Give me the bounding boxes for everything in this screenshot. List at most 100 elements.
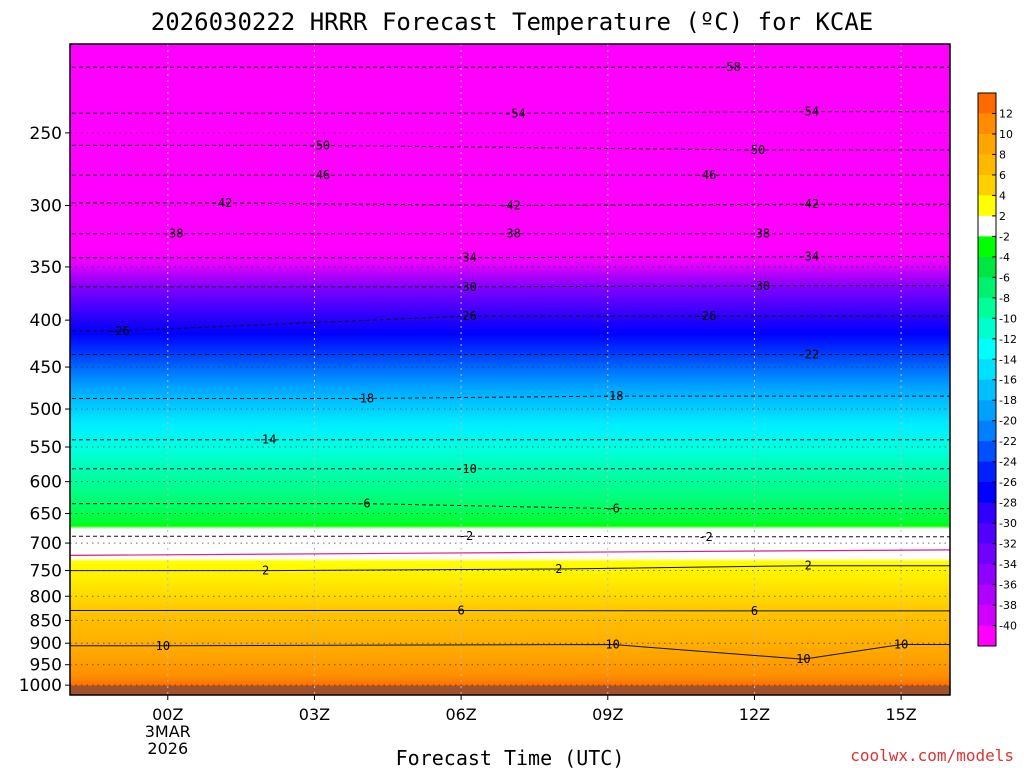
- contour-line: [70, 395, 950, 399]
- contour-label: -22: [797, 347, 819, 361]
- contour-label: 10: [605, 638, 619, 652]
- colorbar-swatch: [978, 420, 996, 442]
- y-tick-label: 250: [30, 124, 62, 144]
- colorbar-swatch: [978, 195, 996, 217]
- contour-label: -38: [748, 227, 770, 241]
- colorbar-swatch: [978, 584, 996, 606]
- plot-field: [70, 44, 950, 695]
- contour-line: [70, 535, 950, 538]
- contour-label: -42: [211, 196, 233, 210]
- contour-label: -34: [455, 251, 477, 265]
- colorbar-swatch: [978, 297, 996, 319]
- contour-label: -2: [459, 529, 473, 543]
- temperature-field: [70, 44, 950, 695]
- colorbar-label: -20: [999, 415, 1017, 428]
- contour-label: -38: [162, 227, 184, 241]
- contour-label: -6: [356, 497, 370, 511]
- colorbar-label: -8: [999, 292, 1010, 305]
- colorbar-label: -28: [999, 497, 1017, 510]
- x-tick-label: 09Z: [592, 705, 623, 724]
- colorbar-swatch: [978, 133, 996, 155]
- colorbar-swatch: [978, 236, 996, 258]
- colorbar: 12 10 8 6 4 2 -2 -4 -6 -8 -10 -12 -14 -16 -18 -20 -22 -24…: [977, 92, 1017, 647]
- contour-label: 10: [894, 638, 908, 652]
- colorbar-swatch: [978, 113, 996, 135]
- contour-line: [70, 202, 950, 207]
- contour-label: -50: [308, 138, 330, 152]
- contour-label: -10: [455, 462, 477, 476]
- contour-label: 2: [805, 559, 812, 573]
- colorbar-label: -34: [999, 558, 1017, 571]
- colorbar-label: 6: [999, 169, 1006, 182]
- colorbar-swatch: [978, 605, 996, 627]
- contour-label: 6: [751, 604, 758, 618]
- contour-line: [70, 565, 950, 572]
- y-tick-label: 750: [30, 562, 62, 582]
- colorbar-swatch: [978, 379, 996, 401]
- contour-label: 2: [262, 564, 269, 578]
- colorbar-label: -12: [999, 333, 1017, 346]
- colorbar-label: -14: [999, 353, 1017, 366]
- y-tick-label: 850: [30, 611, 62, 631]
- colorbar-swatch: [978, 482, 996, 504]
- colorbar-label: 12: [999, 107, 1013, 120]
- colorbar-swatch: [978, 400, 996, 422]
- y-tick-label: 950: [30, 656, 62, 676]
- source-credit: coolwx.com/models: [850, 746, 1014, 765]
- colorbar-label: -38: [999, 599, 1017, 612]
- contour-label: -54: [504, 106, 526, 120]
- contour-line: [70, 144, 950, 151]
- contour-line: [70, 643, 950, 660]
- x-tick-date: 2026: [147, 739, 188, 758]
- contour-label: -30: [455, 280, 477, 294]
- colorbar-label: -30: [999, 517, 1017, 530]
- contour-label: 2: [555, 562, 562, 576]
- colorbar-swatch: [978, 154, 996, 176]
- colorbar-label: 2: [999, 210, 1006, 223]
- colorbar-swatch: [978, 338, 996, 360]
- y-tick-label: 350: [30, 258, 62, 278]
- contour-label: -18: [352, 392, 374, 406]
- colorbar-label: 4: [999, 189, 1006, 202]
- contour-labels: -58 -54 -54 -50 -50 -46 -46 -42 -42 -42 -38 -38 -38 -…: [108, 60, 908, 666]
- contour-label: -6: [605, 502, 619, 516]
- y-tick-label: 600: [30, 473, 62, 493]
- y-axis: 250 300 350 400 450 500 550 600 650 700 750 800 850 9…: [19, 124, 70, 696]
- colorbar-swatch: [978, 543, 996, 565]
- colorbar-label: -18: [999, 394, 1017, 407]
- y-tick-label: 300: [30, 197, 62, 217]
- contour-label: -26: [108, 324, 130, 338]
- contour-label: -46: [695, 168, 717, 182]
- colorbar-frame: [977, 92, 997, 647]
- contour-label: -50: [744, 143, 766, 157]
- colorbar-swatch: [978, 564, 996, 586]
- colorbar-label: -22: [999, 435, 1017, 448]
- contour-line: [70, 315, 950, 332]
- y-tick-label: 400: [30, 311, 62, 331]
- y-tick-label: 550: [30, 438, 62, 458]
- x-tick-label: 15Z: [885, 705, 916, 724]
- colorbar-swatch: [978, 277, 996, 299]
- contour-label: -34: [797, 250, 819, 264]
- contour-label: 10: [156, 639, 170, 653]
- colorbar-label: -36: [999, 579, 1017, 592]
- colorbar-swatch: [978, 461, 996, 483]
- colorbar-label: 8: [999, 148, 1006, 161]
- colorbar-swatch: [978, 93, 996, 114]
- colorbar-label: -24: [999, 456, 1017, 469]
- contour-label: -26: [455, 309, 477, 323]
- contour-label: -42: [499, 199, 521, 213]
- colorbar-label: -32: [999, 538, 1017, 551]
- contour-label: -38: [499, 227, 521, 241]
- contour-label: -2: [698, 530, 712, 544]
- contour-label: -42: [797, 197, 819, 211]
- x-axis-label: Forecast Time (UTC): [396, 746, 625, 768]
- colorbar-label: -4: [999, 251, 1010, 264]
- y-tick-label: 650: [30, 505, 62, 525]
- freezing-line: [70, 549, 950, 556]
- y-tick-label: 700: [30, 534, 62, 554]
- contour-line: [70, 111, 950, 114]
- y-tick-label: 800: [30, 587, 62, 607]
- colorbar-label: 10: [999, 128, 1013, 141]
